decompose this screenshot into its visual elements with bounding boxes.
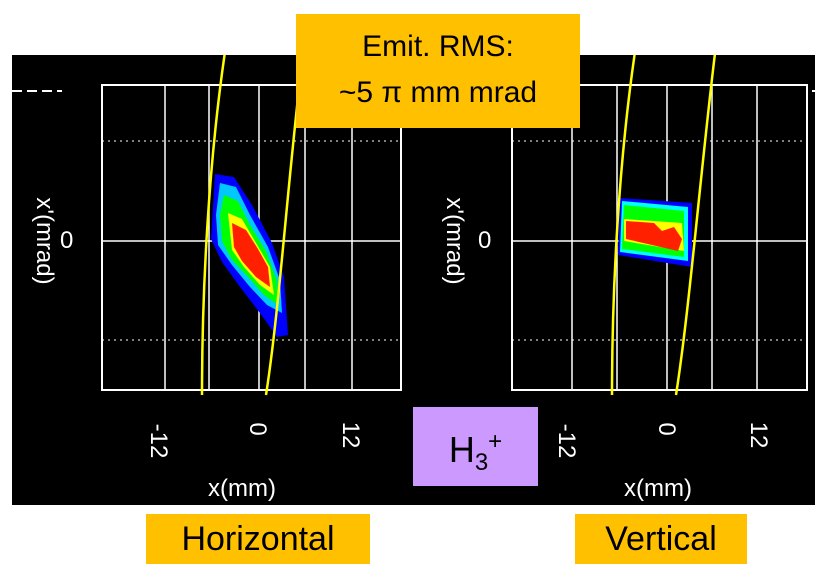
emittance-line1: Emit. RMS: — [362, 30, 514, 63]
title-vertical: Vertical — [575, 514, 747, 564]
acceptance-ellipse — [610, 44, 718, 396]
plot-panel: x'(mrad) 0 -12 0 12 x(mm) x'(mrad) 0 -12… — [12, 44, 815, 505]
x-tick-12-vertical: 12 — [745, 421, 772, 449]
ion-superscript: + — [488, 428, 503, 455]
plots-svg — [12, 44, 815, 396]
ion-species-callout: H3+ — [413, 407, 538, 486]
x-tick-neg12-vertical: -12 — [553, 423, 580, 459]
grid-minor — [102, 140, 401, 341]
plot-horizontal — [101, 44, 402, 396]
grid-minor — [512, 140, 807, 341]
x-tick-zero-vertical: 0 — [653, 422, 680, 436]
emittance-callout: Emit. RMS: ~5 π mm mrad — [296, 14, 580, 128]
emittance-line2: ~5 π mm mrad — [338, 76, 538, 109]
y-tick-zero-vertical: 0 — [478, 227, 492, 254]
x-tick-zero-horizontal: 0 — [244, 422, 271, 436]
y-tick-zero-horizontal: 0 — [60, 227, 74, 254]
title-horizontal: Horizontal — [146, 514, 370, 564]
x-tick-neg12-horizontal: -12 — [145, 423, 172, 459]
beam-distribution — [211, 174, 288, 337]
y-axis-label-horizontal: x'(mrad) — [31, 197, 58, 285]
y-axis-label-vertical: x'(mrad) — [441, 197, 468, 285]
plot-vertical — [511, 44, 808, 396]
x-tick-12-horizontal: 12 — [337, 421, 364, 449]
x-axis-label-horizontal: x(mm) — [208, 475, 276, 502]
ion-subscript: 3 — [474, 449, 489, 477]
beam-distribution — [618, 198, 692, 267]
x-axis-label-vertical: x(mm) — [624, 475, 692, 502]
ion-base: H — [448, 429, 475, 470]
